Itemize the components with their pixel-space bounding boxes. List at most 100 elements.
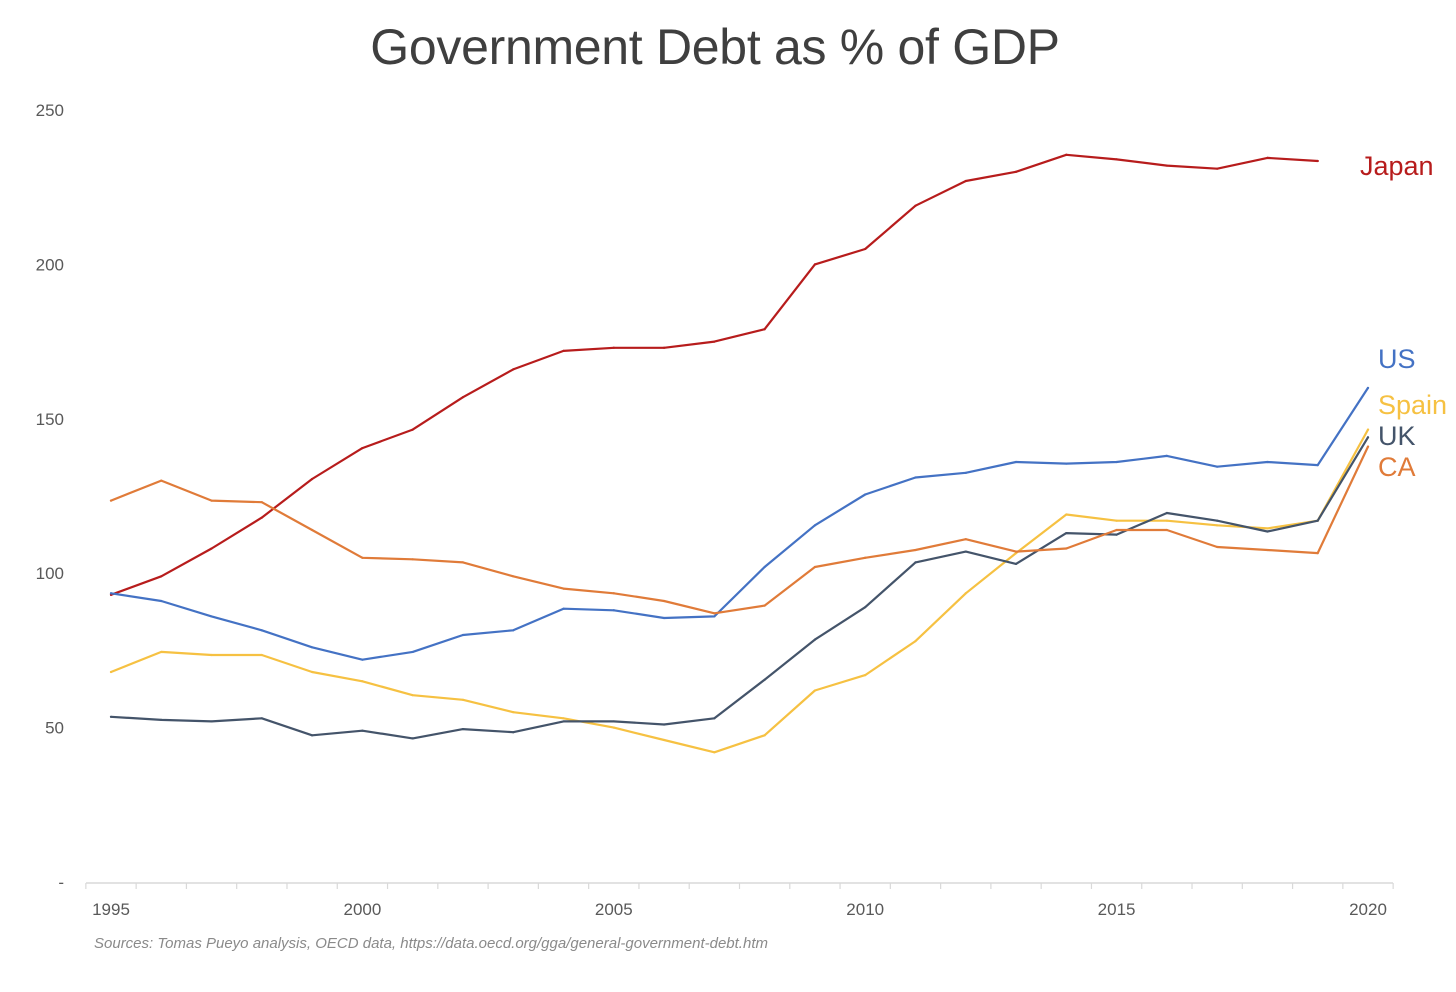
data-point-ca [411,558,414,561]
data-point-uk [461,728,465,731]
data-point-japan [1165,164,1168,167]
data-point-ca [361,556,364,559]
data-point-us [210,615,213,618]
data-point-japan [713,340,716,343]
data-point-spain [864,674,867,677]
data-point-spain [1266,527,1269,530]
data-point-spain [914,640,917,643]
data-point-ca [461,561,465,564]
data-point-uk [1216,519,1219,522]
data-point-japan [512,368,515,371]
data-point-ca [210,499,213,502]
data-point-japan [562,349,565,352]
data-point-uk [512,731,515,734]
data-point-ca [311,528,314,532]
data-point-us [411,650,414,654]
data-point-us [1216,465,1219,468]
data-point-us [311,646,314,649]
data-point-japan [1065,153,1068,156]
data-point-spain [1165,519,1168,522]
data-point-spain [361,680,364,683]
data-point-ca [1165,528,1168,532]
data-point-spain [964,592,967,595]
data-point-spain [1115,519,1118,522]
data-point-japan [763,328,766,331]
data-point-us [864,493,867,496]
data-point-us [914,476,917,479]
data-point-spain [512,711,515,714]
x-tick-label: 2020 [1349,900,1387,919]
data-point-japan [160,575,163,578]
data-point-us [160,599,163,603]
data-point-uk [914,561,917,564]
data-point-us [612,609,615,612]
data-point-japan [813,263,817,266]
data-point-us [260,629,263,632]
data-point-uk [612,720,615,723]
data-point-spain [662,738,666,742]
data-point-uk [713,717,716,720]
data-point-ca [713,612,716,615]
data-point-us [662,616,666,620]
series-label-japan: Japan [1360,151,1434,181]
data-point-uk [813,638,817,641]
y-tick-label: - [58,873,64,892]
data-point-japan [1115,158,1118,161]
data-point-spain [1065,513,1068,516]
data-point-us [361,658,364,661]
series-line-spain [109,428,1370,754]
data-point-spain [411,694,414,697]
y-tick-label: 250 [36,101,64,120]
data-point-ca [864,556,867,559]
data-point-uk [1316,519,1319,522]
data-point-uk [1266,530,1269,533]
chart-title: Government Debt as % of GDP [370,19,1060,75]
data-point-spain [612,726,615,729]
data-point-uk [864,606,867,609]
data-point-uk [1165,511,1168,515]
data-point-spain [713,751,716,754]
data-point-ca [1316,552,1319,555]
data-point-us [713,615,716,618]
data-point-uk [361,729,364,732]
data-point-ca [763,604,766,607]
data-point-uk [662,723,666,726]
data-point-uk [763,678,766,681]
data-point-us [1165,454,1168,457]
data-point-us [1115,460,1118,464]
x-tick-label: 1995 [92,900,130,919]
series-line-uk [109,436,1370,740]
source-note: Sources: Tomas Pueyo analysis, OECD data… [94,935,768,952]
data-point-japan [1216,167,1219,170]
data-point-us [109,592,113,595]
data-point-us [1266,460,1269,464]
x-tick-label: 2015 [1098,900,1136,919]
data-point-us [1014,460,1018,464]
y-tick-label: 50 [45,719,64,738]
data-point-spain [461,698,465,701]
data-point-us [1316,464,1319,467]
series-label-uk: UK [1378,421,1416,451]
data-point-us [763,565,766,569]
data-point-us [461,633,465,637]
data-point-us [512,629,515,632]
axes: 1995 2000 2005 2010 2015 2020 - 50 100 150 200 250 [36,101,1394,919]
data-point-ca [109,499,113,502]
data-point-spain [1366,428,1370,431]
data-point-uk [964,550,967,553]
data-point-ca [1216,545,1219,549]
data-point-uk [160,718,163,721]
data-point-spain [311,670,314,674]
data-point-ca [1266,548,1269,552]
data-point-uk [210,720,213,723]
data-point-japan [1266,156,1269,159]
data-point-spain [813,689,817,692]
series-line-us [109,386,1370,661]
data-point-uk [109,715,113,718]
data-point-spain [210,653,213,657]
data-point-spain [1216,524,1219,527]
y-tick-label: 150 [36,410,64,429]
data-point-ca [160,479,163,482]
